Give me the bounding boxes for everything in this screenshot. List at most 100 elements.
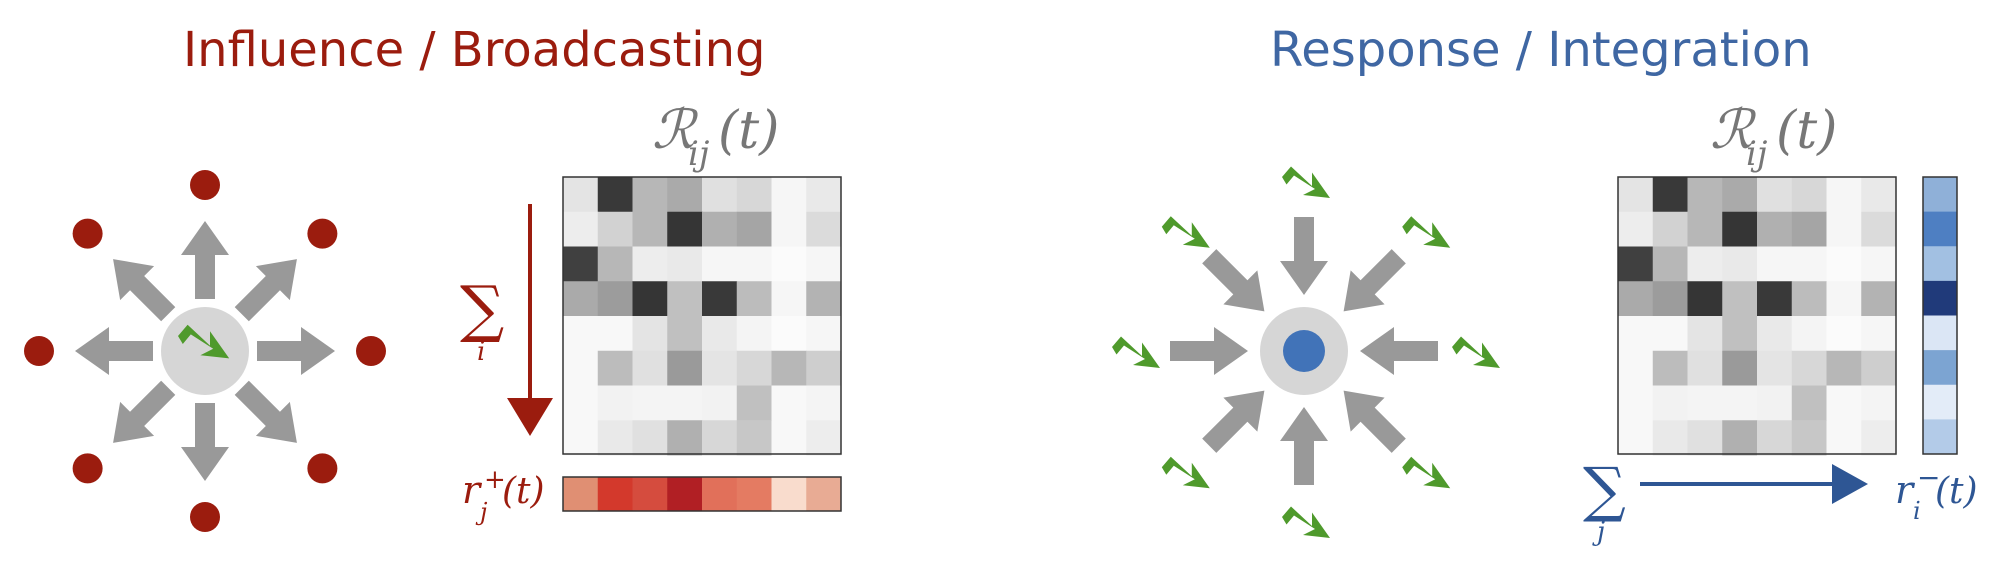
matrix-cell xyxy=(563,316,599,352)
matrix-cell xyxy=(667,177,703,213)
matrix-cell xyxy=(1618,211,1654,247)
matrix-cell xyxy=(806,316,842,352)
matrix-subscript-left: ij xyxy=(688,134,710,174)
vector-arg-right: (t) xyxy=(1935,471,1978,512)
integration-hub xyxy=(1112,166,1500,538)
matrix-cell xyxy=(702,177,738,213)
target-nodes xyxy=(24,170,386,532)
response-cell xyxy=(1923,384,1957,420)
matrix-cell xyxy=(1618,350,1654,386)
matrix-cell xyxy=(702,246,738,282)
matrix-cell xyxy=(806,350,842,386)
matrix-cell xyxy=(1652,385,1688,421)
response-cell xyxy=(1923,246,1957,282)
matrix-cell xyxy=(736,211,772,247)
target-node xyxy=(307,218,338,249)
target-node xyxy=(307,453,338,484)
matrix-cell xyxy=(1791,281,1827,317)
broadcast-hub xyxy=(24,170,386,532)
bolt-icon xyxy=(1112,336,1160,368)
matrix-cell xyxy=(736,385,772,421)
interaction-matrix-left xyxy=(563,177,842,456)
incoming-arrow xyxy=(1280,407,1328,485)
matrix-cell xyxy=(1618,177,1654,213)
interaction-matrix-right xyxy=(1618,177,1897,456)
matrix-cell xyxy=(667,281,703,317)
influence-cell xyxy=(632,477,668,511)
incoming-arrow xyxy=(1343,249,1406,312)
bolt-icon xyxy=(1402,456,1451,489)
vector-arg-left: (t) xyxy=(502,471,545,512)
matrix-cell xyxy=(632,246,668,282)
influence-cell xyxy=(771,477,807,511)
matrix-label-left: ℛ xyxy=(652,98,699,161)
vector-sup-right: − xyxy=(1917,461,1940,494)
matrix-cell xyxy=(771,316,807,352)
target-node xyxy=(356,336,386,366)
bolt-icon xyxy=(1402,216,1451,248)
matrix-cell xyxy=(806,211,842,247)
matrix-cell xyxy=(1687,350,1723,386)
influence-broadcasting-title: Influence / Broadcasting xyxy=(183,22,766,78)
sum-symbol-right: ∑ xyxy=(1583,455,1626,525)
target-node xyxy=(190,170,220,200)
matrix-cell xyxy=(1791,420,1827,456)
matrix-cell xyxy=(563,420,599,456)
matrix-cell xyxy=(1757,316,1793,352)
matrix-subscript-right: ij xyxy=(1746,134,1768,174)
bolt-icon xyxy=(1282,506,1330,538)
matrix-cell xyxy=(597,385,633,421)
broadcast-arrow xyxy=(181,221,229,299)
matrix-cell xyxy=(1618,281,1654,317)
matrix-cell xyxy=(597,177,633,213)
target-node xyxy=(72,453,103,484)
matrix-cell xyxy=(563,350,599,386)
matrix-cell xyxy=(1861,420,1897,456)
matrix-cell xyxy=(1791,211,1827,247)
bolt-icon xyxy=(1452,336,1500,368)
influence-vector-frame xyxy=(562,476,842,512)
response-cell xyxy=(1923,350,1957,386)
matrix-cell xyxy=(1791,246,1827,282)
vector-sub-right: i xyxy=(1913,497,1921,525)
response-cell xyxy=(1923,211,1957,247)
row-sum-arrow xyxy=(1640,464,1868,504)
matrix-cell xyxy=(1826,177,1862,213)
matrix-cell xyxy=(1618,246,1654,282)
matrix-cell xyxy=(1722,177,1758,213)
matrix-cell xyxy=(1652,281,1688,317)
matrix-cell xyxy=(1722,385,1758,421)
matrix-cell xyxy=(1722,211,1758,247)
matrix-cell xyxy=(702,385,738,421)
incoming-arrow xyxy=(1280,217,1328,295)
matrix-cell xyxy=(1722,281,1758,317)
broadcast-arrow xyxy=(75,327,153,375)
matrix-cell xyxy=(1652,211,1688,247)
response-cell xyxy=(1923,315,1957,351)
matrix-cell xyxy=(1861,350,1897,386)
matrix-arg-left: (t) xyxy=(718,101,779,161)
matrix-cell xyxy=(563,246,599,282)
matrix-cell xyxy=(1757,420,1793,456)
matrix-cell xyxy=(771,420,807,456)
matrix-cell xyxy=(702,211,738,247)
influence-cell xyxy=(597,477,633,511)
matrix-cell xyxy=(1861,177,1897,213)
matrix-cell xyxy=(632,420,668,456)
source-node xyxy=(161,307,249,395)
matrix-cell xyxy=(597,350,633,386)
incoming-arrow xyxy=(1343,390,1406,453)
matrix-cell xyxy=(1618,385,1654,421)
matrix-cell xyxy=(632,316,668,352)
matrix-cell xyxy=(702,420,738,456)
matrix-cell xyxy=(632,350,668,386)
vector-label-left: r xyxy=(462,468,483,512)
matrix-cell xyxy=(667,316,703,352)
influence-cell xyxy=(736,477,772,511)
influence-cell xyxy=(806,477,842,511)
matrix-cell xyxy=(1791,385,1827,421)
matrix-frame-left xyxy=(562,176,842,455)
matrix-cell xyxy=(1722,316,1758,352)
matrix-cell xyxy=(597,281,633,317)
